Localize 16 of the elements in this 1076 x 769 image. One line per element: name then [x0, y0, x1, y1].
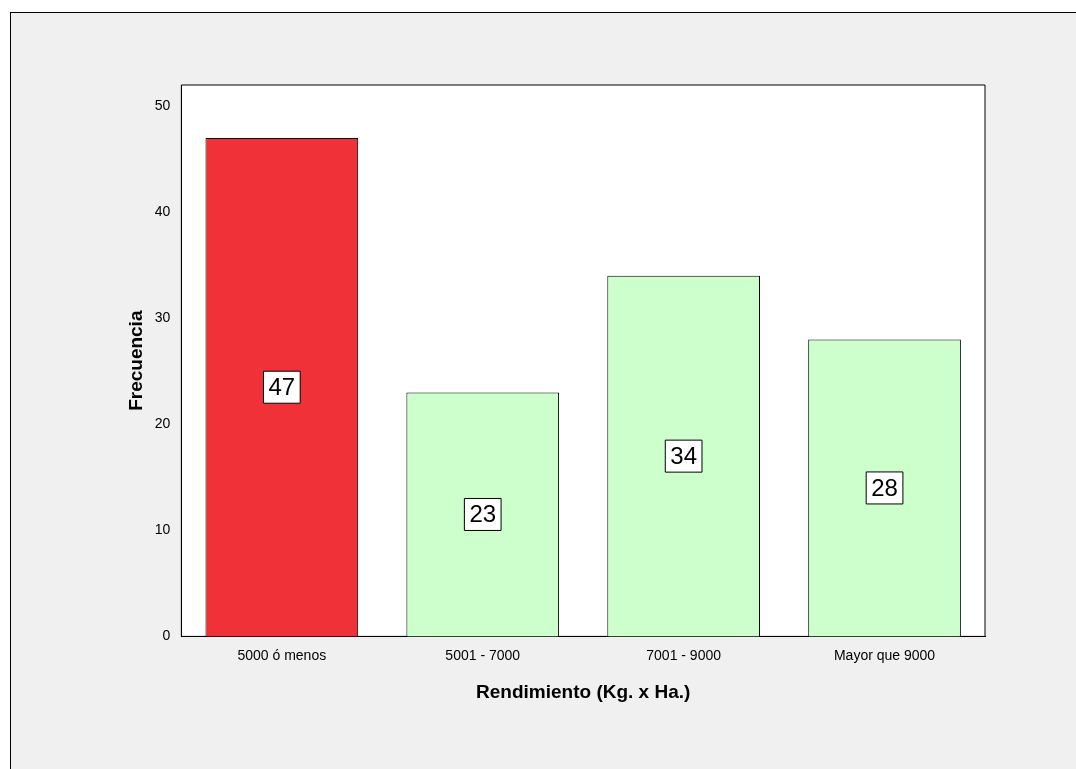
- y-tick-label: 30: [154, 309, 171, 326]
- data-label: 47: [268, 372, 296, 400]
- x-tick-label: 5001 - 7000: [445, 646, 521, 663]
- data-label: 34: [670, 441, 697, 469]
- y-axis-title: Frecuencia: [124, 310, 146, 411]
- x-tick-label: Mayor que 9000: [833, 646, 936, 663]
- data-label: 28: [871, 473, 898, 501]
- x-tick-label: 7001 - 9000: [646, 646, 722, 663]
- y-tick-label: 0: [162, 627, 171, 644]
- y-tick-label: 10: [154, 521, 171, 538]
- y-tick-label: 20: [154, 415, 171, 432]
- x-tick-label: 5000 ó menos: [237, 646, 327, 663]
- data-label: 23: [469, 500, 497, 528]
- y-tick-label: 50: [154, 97, 171, 114]
- x-axis-title: Rendimiento (Kg. x Ha.): [476, 680, 691, 702]
- y-tick-label: 40: [154, 203, 171, 220]
